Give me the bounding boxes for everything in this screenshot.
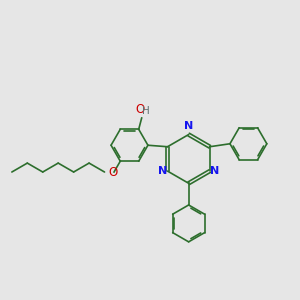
- Text: N: N: [158, 166, 167, 176]
- Text: N: N: [184, 121, 193, 131]
- Text: O: O: [135, 103, 144, 116]
- Text: N: N: [210, 166, 219, 176]
- Text: H: H: [142, 106, 150, 116]
- Text: O: O: [108, 166, 118, 178]
